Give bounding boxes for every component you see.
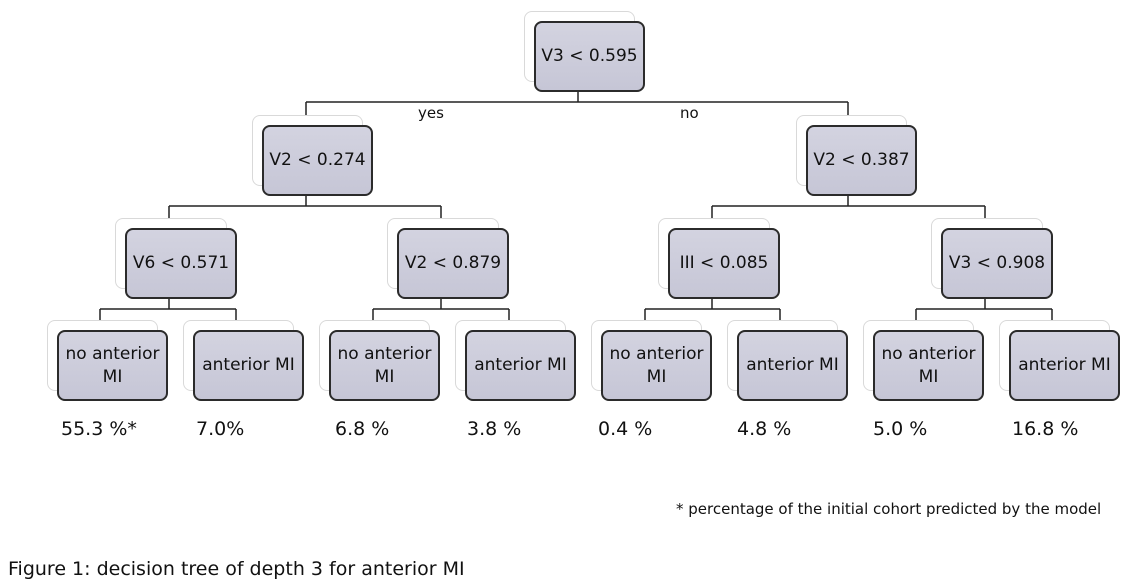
leaf-8: anterior MI	[999, 320, 1120, 401]
leaf-6-label: anterior MI	[737, 330, 848, 401]
connector-l2-2	[372, 299, 510, 330]
leaf-3: no anterior MI	[319, 320, 440, 401]
leaf-3-label: no anterior MI	[329, 330, 440, 401]
node-level2-2: V2 < 0.879	[387, 218, 509, 299]
leaf-1-label: no anterior MI	[57, 330, 168, 401]
leaf-5: no anterior MI	[591, 320, 712, 401]
leaf-7-label: no anterior MI	[873, 330, 984, 401]
connector-root	[305, 92, 849, 125]
connector-l2-1	[99, 299, 237, 330]
node-level1-left: V2 < 0.274	[252, 115, 373, 196]
node-level2-4: V3 < 0.908	[931, 218, 1053, 299]
figure-caption: Figure 1: decision tree of depth 3 for a…	[8, 558, 465, 580]
node-level2-1-label: V6 < 0.571	[125, 228, 237, 299]
leaf-2-label: anterior MI	[193, 330, 304, 401]
leaf-7-percent: 5.0 %	[873, 418, 928, 440]
connector-l2-4	[915, 299, 1053, 330]
connector-l1-right	[711, 196, 986, 228]
leaf-1: no anterior MI	[47, 320, 168, 401]
node-level1-right-label: V2 < 0.387	[806, 125, 917, 196]
leaf-4: anterior MI	[455, 320, 576, 401]
leaf-7: no anterior MI	[863, 320, 984, 401]
connector-l1-left	[168, 196, 442, 228]
leaf-4-percent: 3.8 %	[467, 418, 522, 440]
leaf-6-percent: 4.8 %	[737, 418, 792, 440]
leaf-5-percent: 0.4 %	[598, 418, 653, 440]
leaf-2: anterior MI	[183, 320, 304, 401]
edge-label-no: no	[680, 104, 699, 122]
footnote: * percentage of the initial cohort predi…	[676, 500, 1102, 518]
leaf-5-label: no anterior MI	[601, 330, 712, 401]
leaf-8-percent: 16.8 %	[1012, 418, 1079, 440]
edge-label-yes: yes	[418, 104, 444, 122]
leaf-4-label: anterior MI	[465, 330, 576, 401]
node-level2-4-label: V3 < 0.908	[941, 228, 1053, 299]
node-level2-1: V6 < 0.571	[115, 218, 237, 299]
leaf-1-percent: 55.3 %*	[61, 418, 137, 440]
node-root: V3 < 0.595	[524, 11, 645, 92]
leaf-2-percent: 7.0%	[196, 418, 245, 440]
connector-l2-3	[644, 299, 781, 330]
node-level1-left-label: V2 < 0.274	[262, 125, 373, 196]
leaf-3-percent: 6.8 %	[335, 418, 390, 440]
leaf-8-label: anterior MI	[1009, 330, 1120, 401]
node-level2-2-label: V2 < 0.879	[397, 228, 509, 299]
node-level1-right: V2 < 0.387	[796, 115, 917, 196]
node-root-label: V3 < 0.595	[534, 21, 645, 92]
leaf-6: anterior MI	[727, 320, 848, 401]
node-level2-3: III < 0.085	[658, 218, 780, 299]
node-level2-3-label: III < 0.085	[668, 228, 780, 299]
